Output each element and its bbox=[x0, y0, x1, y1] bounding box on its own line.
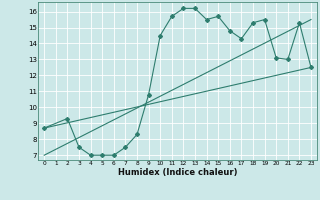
X-axis label: Humidex (Indice chaleur): Humidex (Indice chaleur) bbox=[118, 168, 237, 177]
